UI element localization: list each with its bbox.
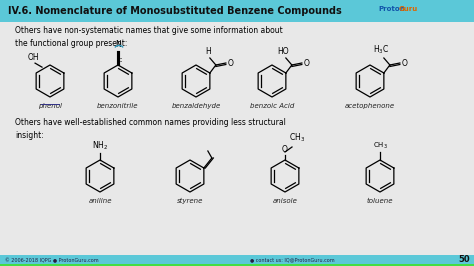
Text: aniline: aniline (88, 198, 112, 204)
Text: benzoic Acid: benzoic Acid (250, 103, 294, 109)
Text: Others have non-systematic names that give some information about
the functional: Others have non-systematic names that gi… (15, 26, 283, 48)
Text: toluene: toluene (367, 198, 393, 204)
Text: Proton: Proton (378, 6, 405, 12)
Text: Others have well-established common names providing less structural
insight:: Others have well-established common name… (15, 118, 286, 140)
Text: benzaldehyde: benzaldehyde (172, 103, 220, 109)
Text: OH: OH (27, 53, 39, 62)
Text: CH$_3$: CH$_3$ (373, 141, 387, 151)
Text: acetophenone: acetophenone (345, 103, 395, 109)
Text: benzonitrile: benzonitrile (97, 103, 139, 109)
Text: H: H (205, 47, 211, 56)
Text: C: C (118, 57, 122, 63)
Text: H$_3$C: H$_3$C (373, 44, 389, 56)
Text: NH$_2$: NH$_2$ (92, 139, 108, 152)
Text: O: O (282, 145, 288, 154)
Text: © 2006-2018 IQPG ● ProtonGuru.com: © 2006-2018 IQPG ● ProtonGuru.com (5, 257, 99, 263)
Text: ● contact us: IQ@ProtonGuru.com: ● contact us: IQ@ProtonGuru.com (250, 257, 335, 263)
Text: N: N (115, 40, 121, 49)
Text: styrene: styrene (177, 198, 203, 204)
Text: O: O (304, 60, 310, 69)
Bar (0, 264, 474, 266)
Text: O: O (228, 60, 234, 69)
Text: HO: HO (277, 47, 289, 56)
Text: anisole: anisole (273, 198, 298, 204)
Bar (0, 0, 474, 22)
Text: CH$_3$: CH$_3$ (289, 131, 305, 144)
Text: phenol: phenol (38, 103, 62, 109)
Text: O: O (402, 60, 408, 69)
Text: Guru: Guru (399, 6, 418, 12)
Bar (0, 255, 474, 266)
Text: IV.6. Nomenclature of Monosubstituted Benzene Compounds: IV.6. Nomenclature of Monosubstituted Be… (8, 6, 342, 16)
Text: 50: 50 (458, 256, 470, 264)
